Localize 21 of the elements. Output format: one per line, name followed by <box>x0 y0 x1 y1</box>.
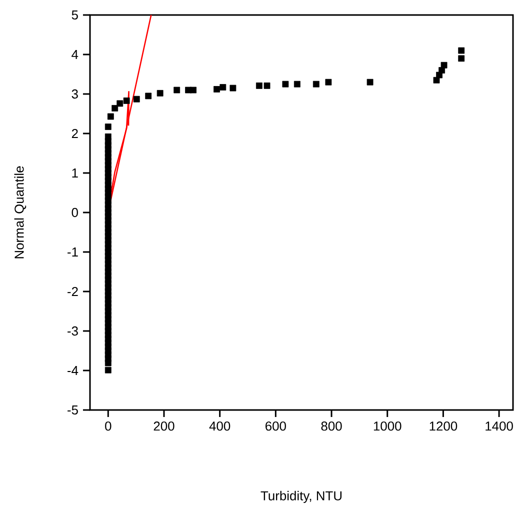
x-tick-label: 1200 <box>430 422 458 431</box>
y-tick-label: 3 <box>72 89 78 99</box>
y-tick-label: -3 <box>68 326 78 336</box>
y-tick-label: 4 <box>72 50 78 59</box>
x-tick-label: 600 <box>266 422 286 431</box>
x-tick-label: 0 <box>105 422 112 431</box>
x-tick-label: 1000 <box>374 422 402 431</box>
y-tick-label: -2 <box>68 286 78 296</box>
x-axis-title: Turbidity, NTU <box>260 490 342 503</box>
y-tick-label: 0 <box>72 208 78 218</box>
y-axis-title: Normal Quantile <box>14 166 26 258</box>
y-tick-label: -4 <box>68 366 78 375</box>
y-tick-label: -5 <box>68 405 78 415</box>
x-tick-label: 400 <box>209 422 230 431</box>
y-tick-label: 1 <box>72 168 78 178</box>
y-tick-label: -1 <box>68 248 78 256</box>
y-tick-label: 5 <box>72 10 78 20</box>
y-tick-label: 2 <box>72 128 78 138</box>
x-tick-label: 800 <box>321 422 342 431</box>
x-tick-label: 200 <box>154 422 174 431</box>
x-tick-label: 1400 <box>486 422 513 431</box>
